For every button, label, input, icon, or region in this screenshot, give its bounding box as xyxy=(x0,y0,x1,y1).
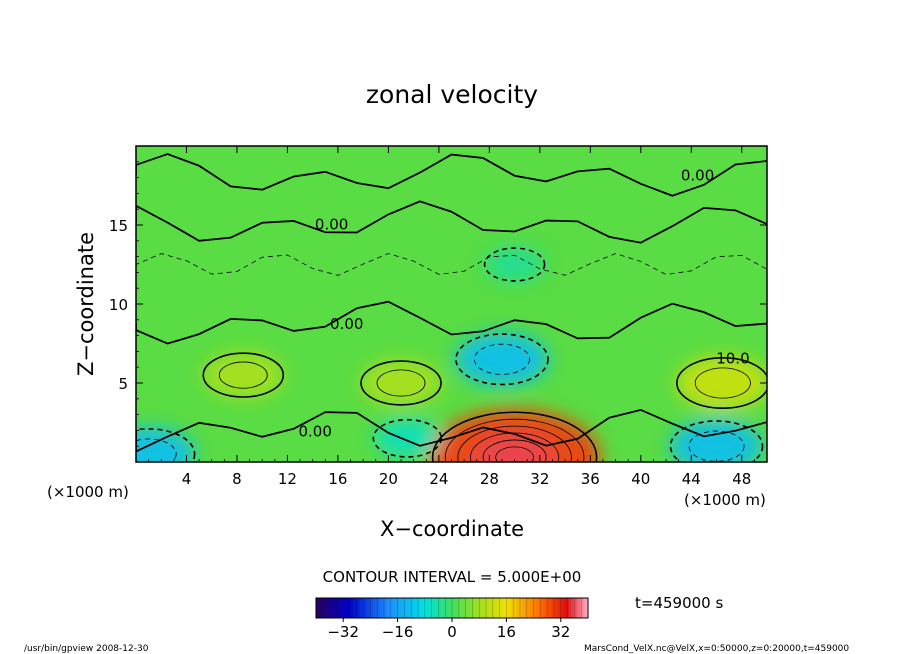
contour-0-4 xyxy=(482,439,547,462)
time-label: t=459000 s xyxy=(635,594,723,612)
neg-contour-band xyxy=(136,253,767,276)
field-feature-4 xyxy=(676,356,767,410)
contour-2-0 xyxy=(202,352,285,398)
contour-0-5 xyxy=(495,446,534,462)
x-tick-label-2: 12 xyxy=(278,470,297,488)
x-tick-label-11: 48 xyxy=(732,470,751,488)
contour-0-3 xyxy=(470,432,560,462)
x-units-right: (×1000 m) xyxy=(684,491,766,509)
x-tick-label-0: 4 xyxy=(182,470,192,488)
field-core-0 xyxy=(475,435,554,462)
contour-4-1 xyxy=(694,367,751,399)
contour-3-1 xyxy=(376,369,426,397)
zero-contour-1 xyxy=(136,200,767,244)
contour-8-0 xyxy=(483,247,546,282)
contour-2-1 xyxy=(218,361,268,389)
x-tick-label-9: 40 xyxy=(631,470,650,488)
contour-label-4: 10.0 xyxy=(716,350,749,368)
x-tick-label-5: 24 xyxy=(429,470,448,488)
footer-left: /usr/bin/gpview 2008-12-30 xyxy=(24,644,149,654)
contour-label-1: 0.00 xyxy=(315,215,348,233)
x-axis: 4 8 12 16 20 24 28 32 36 40 44 48 xyxy=(148,146,755,488)
colorbar-tick-label-4: 32 xyxy=(551,623,570,641)
zero-contour-0 xyxy=(136,153,767,197)
contour-0-0 xyxy=(431,411,598,462)
contour-interval: CONTOUR INTERVAL = 5.000E+00 xyxy=(323,568,582,586)
colorbar-tick-label-3: 16 xyxy=(497,623,516,641)
x-tick-label-6: 28 xyxy=(480,470,499,488)
field-feature-1 xyxy=(455,332,549,386)
contour-6-1 xyxy=(136,438,177,462)
contour-1-1 xyxy=(473,343,530,375)
colorbar-tick-label-0: −32 xyxy=(327,623,359,641)
z-tick-label-1: 10 xyxy=(109,296,128,314)
contour-3-0 xyxy=(360,360,442,406)
field-feature-6 xyxy=(136,427,196,462)
colorbar-stripes xyxy=(322,598,582,618)
colorbar-tick-label-2: 0 xyxy=(447,623,457,641)
field-feature-8 xyxy=(485,247,544,282)
x-tick-label-8: 36 xyxy=(581,470,600,488)
x-units-left: (×1000 m) xyxy=(47,483,129,501)
zero-contour-3 xyxy=(136,408,767,453)
heatmap-field xyxy=(136,146,767,462)
contour-lines xyxy=(136,153,767,462)
field-feature-7 xyxy=(374,419,441,458)
colorbar-tick-label-1: −16 xyxy=(382,623,414,641)
field-feature-3 xyxy=(361,360,441,406)
zero-contour-2 xyxy=(136,300,767,345)
z-tick-label-0: 5 xyxy=(118,375,128,393)
x-tick-label-10: 44 xyxy=(682,470,701,488)
z-axis: 5 10 15 xyxy=(109,161,767,447)
contour-1-0 xyxy=(455,333,549,386)
x-tick-label-4: 20 xyxy=(379,470,398,488)
contour-5-0 xyxy=(669,420,764,462)
field-background xyxy=(136,146,767,462)
footer-right: MarsCond_VelX.nc@VelX,x=0:50000,z=0:2000… xyxy=(584,644,849,654)
contour-4-0 xyxy=(676,357,767,409)
colorbar-ticks: −32 −16 0 16 32 xyxy=(327,618,570,641)
contour-0-1 xyxy=(444,418,585,462)
contour-label-3: 0.00 xyxy=(299,422,332,440)
contour-labels: 0.00 0.00 0.00 0.00 10.0 xyxy=(299,166,750,440)
field-feature-0 xyxy=(428,409,601,462)
contour-label-2: 0.00 xyxy=(330,315,363,333)
contour-label-0: 0.00 xyxy=(681,166,714,184)
contour-5-1 xyxy=(688,430,745,462)
x-tick-label-7: 32 xyxy=(530,470,549,488)
contour-7-0 xyxy=(372,418,443,458)
y-axis-label: Z−coordinate xyxy=(74,232,98,376)
z-tick-label-2: 15 xyxy=(109,217,128,235)
x-axis-label: X−coordinate xyxy=(380,517,524,541)
contour-6-0 xyxy=(136,428,196,462)
chart-title: zonal velocity xyxy=(366,80,538,109)
x-tick-label-3: 16 xyxy=(328,470,347,488)
field-feature-2 xyxy=(203,352,284,398)
contour-0-2 xyxy=(457,425,572,462)
x-tick-label-1: 8 xyxy=(232,470,242,488)
